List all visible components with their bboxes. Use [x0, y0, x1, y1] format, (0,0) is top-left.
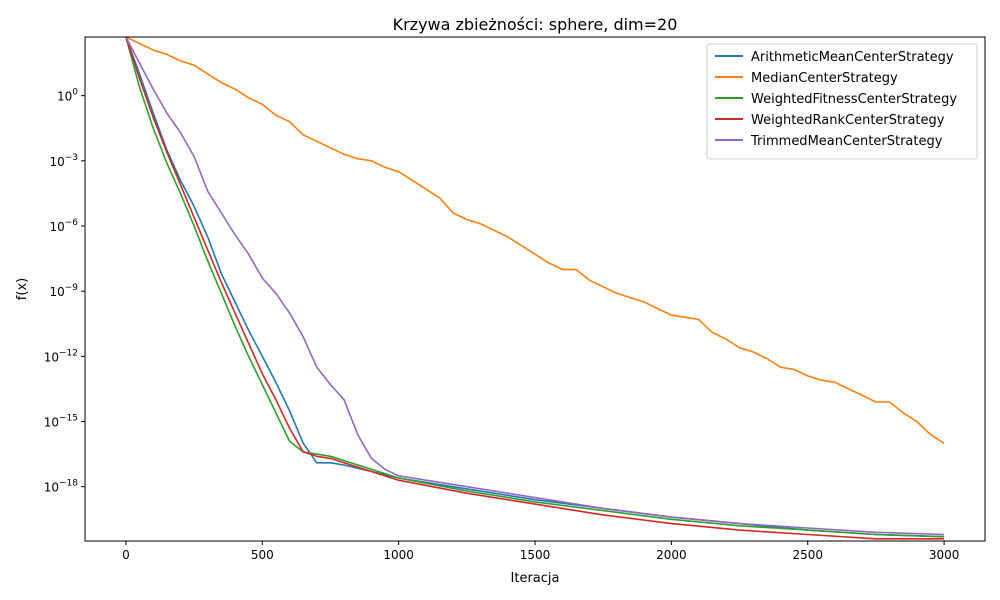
- chart-title: Krzywa zbieżności: sphere, dim=20: [393, 15, 678, 34]
- legend-label: TrimmedMeanCenterStrategy: [750, 134, 943, 149]
- x-axis-label: Iteracja: [511, 571, 560, 586]
- y-tick-label: 10−6: [49, 218, 78, 234]
- x-tick-label: 1000: [383, 548, 414, 562]
- x-tick-label: 2000: [656, 548, 687, 562]
- series-line-4: [125, 36, 945, 536]
- y-tick-label: 10−12: [44, 348, 78, 364]
- y-axis: 100 10−3 10−6 10−9 10−12 10−15 10−18: [44, 88, 85, 495]
- legend: ArithmeticMeanCenterStrategy MedianCenter…: [706, 43, 978, 160]
- legend-label: ArithmeticMeanCenterStrategy: [751, 50, 954, 65]
- y-axis-label: f(x): [15, 278, 30, 300]
- y-tick-label: 10−9: [49, 283, 78, 299]
- y-tick-label: 10−3: [49, 153, 78, 169]
- x-tick-label: 0: [122, 548, 130, 562]
- legend-frame: [706, 43, 978, 160]
- y-tick-label: 10−18: [44, 479, 79, 495]
- x-axis: 0 500 1000 1500 2000 2500 3000: [122, 541, 959, 562]
- x-tick-label: 1500: [520, 548, 551, 562]
- x-tick-label: 3000: [929, 548, 960, 562]
- series-line-3: [125, 36, 945, 540]
- x-tick-label: 2500: [792, 548, 823, 562]
- legend-label: MedianCenterStrategy: [751, 71, 898, 86]
- y-tick-label: 10−15: [44, 414, 78, 430]
- series-line-1: [125, 36, 945, 444]
- legend-label: WeightedFitnessCenterStrategy: [751, 92, 957, 107]
- x-tick-label: 500: [251, 548, 274, 562]
- legend-label: WeightedRankCenterStrategy: [751, 113, 945, 128]
- series-layer: [125, 36, 945, 540]
- y-tick-label: 100: [57, 88, 78, 104]
